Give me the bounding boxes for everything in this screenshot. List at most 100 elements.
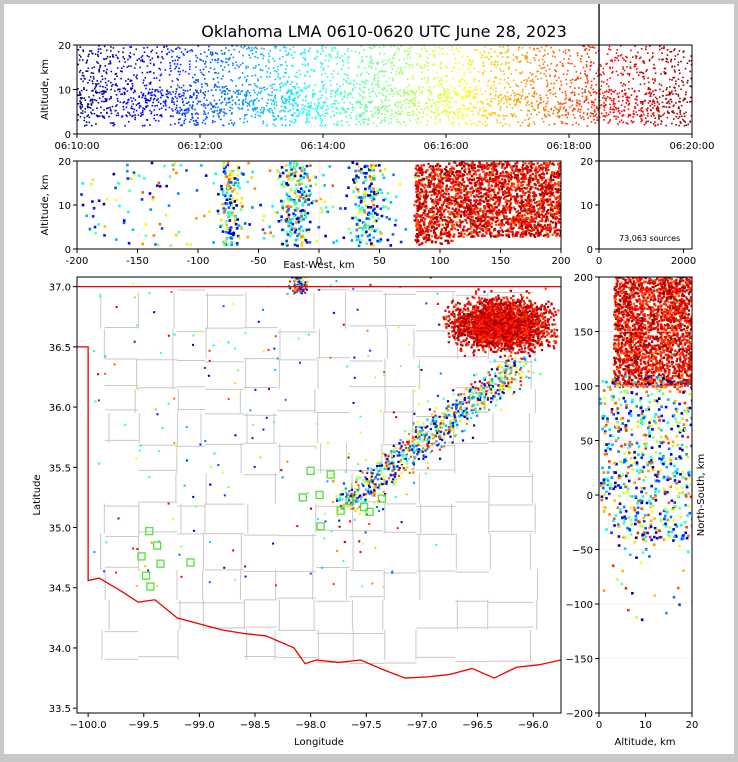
source-point [466,222,468,224]
x-tick-label: 06:12:00 [178,141,223,152]
source-point [305,122,307,124]
source-point [408,53,410,55]
source-point [543,109,545,111]
source-point [593,105,595,107]
source-point [181,109,183,111]
source-point [196,95,198,97]
source-point [258,115,260,117]
source-point [474,164,476,166]
source-point [150,51,152,53]
source-point [595,84,597,86]
source-point [508,190,510,192]
source-point [429,54,431,56]
source-point [375,106,377,108]
source-point [375,84,377,86]
source-point [371,59,373,61]
source-point [514,104,516,106]
source-point [583,119,585,121]
source-point [285,47,287,49]
source-point [292,108,294,110]
source-point [657,124,659,126]
source-point [176,56,178,58]
source-point [416,109,418,111]
source-point [652,79,654,81]
source-point [211,54,213,56]
source-point [465,114,467,116]
source-point [395,52,397,54]
source-point [388,100,390,102]
source-point [104,58,106,60]
source-point [172,98,174,100]
source-point [549,224,551,226]
source-point [427,90,429,92]
source-point [294,112,296,114]
source-point [281,119,283,121]
source-point [196,112,198,114]
source-point [490,48,492,50]
source-point [623,109,625,111]
source-point [106,73,108,75]
source-point [384,121,386,123]
source-point [446,80,448,82]
source-point [424,108,426,110]
source-point [421,78,423,80]
source-point [630,50,632,52]
source-point [230,120,232,122]
source-point [530,62,532,64]
source-point [603,95,605,97]
source-point [146,55,148,57]
source-point [146,85,148,87]
source-point [305,59,307,61]
source-point [266,125,268,127]
source-point [275,46,277,48]
source-point [159,109,161,111]
source-point [268,68,270,70]
source-point [452,181,454,183]
source-point [656,98,658,100]
source-point [666,87,668,89]
source-point [370,102,372,104]
source-point [166,46,168,48]
source-point [678,78,680,80]
source-point [317,51,319,53]
source-point [294,119,296,121]
source-point [431,235,433,237]
source-point [651,57,653,59]
source-point [548,204,550,206]
source-point [548,124,550,126]
source-point [217,107,219,109]
source-point [445,91,447,93]
source-point [438,113,440,115]
source-point [612,71,614,73]
source-point [545,219,547,221]
source-point [188,73,190,75]
source-point [652,52,654,54]
source-point [524,119,526,121]
source-point [459,226,461,228]
source-point [611,89,613,91]
source-point [678,125,680,127]
source-point [232,63,234,65]
source-point [91,50,93,52]
source-point [568,114,570,116]
source-point [449,92,451,94]
source-point [323,69,325,71]
source-point [469,95,471,97]
source-point [642,60,644,62]
source-point [563,103,565,105]
source-point [572,124,574,126]
source-point [237,90,239,92]
source-point [122,52,124,54]
source-point [90,100,92,102]
source-point [652,107,654,109]
source-point [585,75,587,77]
source-point [556,80,558,82]
source-point [91,72,93,74]
source-point [103,116,105,118]
source-point [570,177,572,179]
source-point [556,65,558,67]
source-point [505,205,507,207]
source-point [304,87,306,89]
source-point [409,51,411,53]
source-point [652,91,654,93]
